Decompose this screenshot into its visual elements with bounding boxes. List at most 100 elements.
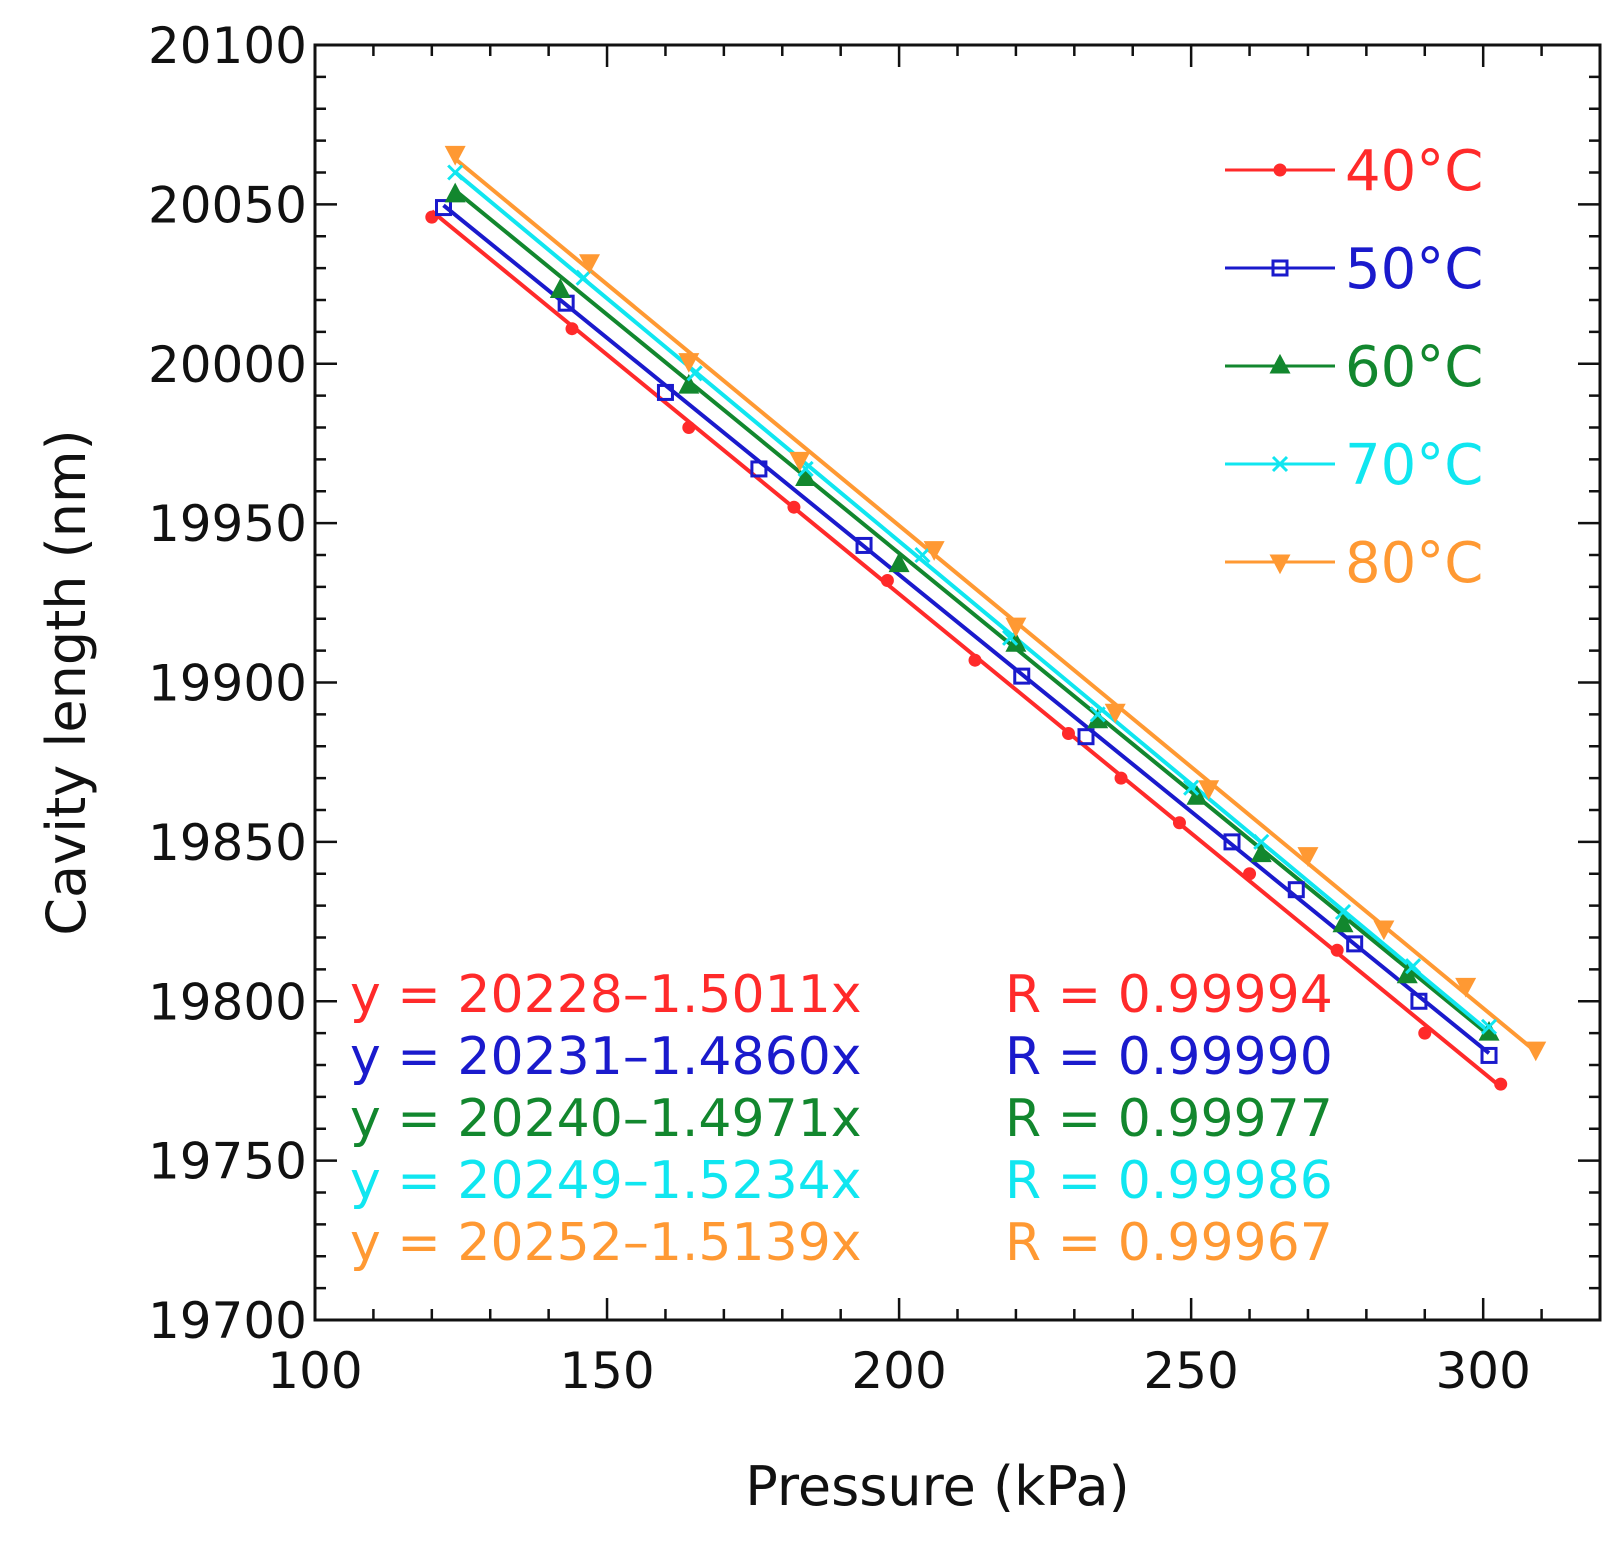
- y-tick-label: 20050: [148, 176, 307, 234]
- x-axis: 100 150 200 250 300: [267, 45, 1602, 1400]
- legend-label: 50°C: [1345, 237, 1483, 302]
- data-point-series-4: [914, 546, 931, 564]
- data-point-series-2: [1013, 667, 1031, 685]
- data-point-series-1: [787, 500, 801, 514]
- data-point-series-5: [444, 145, 466, 166]
- fit-equation: y = 20228–1.5011x: [350, 965, 862, 1025]
- y-tick-label: 20100: [148, 17, 307, 75]
- fit-equations: y = 20228–1.5011x R = 0.99994 y = 20231–1.…: [350, 965, 1333, 1273]
- data-markers: [425, 145, 1547, 1091]
- legend: 40°C 50°C 60°C 70°C 80°C: [1225, 139, 1483, 596]
- data-point-series-1: [1172, 816, 1186, 830]
- x-tick-label: 150: [559, 1342, 654, 1400]
- fit-line-2: [442, 203, 1491, 1055]
- legend-marker: [1269, 554, 1291, 575]
- y-axis-title: Cavity length (nm): [35, 429, 98, 935]
- data-point-series-3: [678, 373, 700, 394]
- data-point-series-4: [1334, 903, 1352, 921]
- data-point-series-5: [789, 451, 811, 472]
- y-axis: 19700 19750 19800 19850 19900 19950 20000 20050…: [148, 17, 1600, 1350]
- data-point-series-2: [1410, 992, 1428, 1010]
- data-point-series-1: [1418, 1026, 1432, 1040]
- data-point-series-2: [1346, 935, 1364, 953]
- legend-label: 60°C: [1345, 335, 1483, 400]
- legend-label: 80°C: [1345, 531, 1483, 596]
- data-point-series-2: [656, 383, 674, 401]
- legend-marker: [1269, 353, 1291, 374]
- fit-r-value: R = 0.99990: [1005, 1027, 1333, 1087]
- fit-r-value: R = 0.99977: [1005, 1089, 1333, 1149]
- data-point-series-5: [1455, 977, 1477, 998]
- y-tick-label: 19700: [148, 1292, 307, 1350]
- fit-line-5: [453, 157, 1538, 1054]
- x-axis-title: Pressure (kPa): [745, 1455, 1129, 1518]
- legend-marker: [1271, 259, 1289, 277]
- fit-lines: [430, 157, 1538, 1089]
- fit-r-value: R = 0.99967: [1005, 1213, 1333, 1273]
- data-point-series-1: [1243, 867, 1257, 881]
- data-point-series-4: [1089, 706, 1106, 723]
- data-point-series-4: [1183, 779, 1200, 796]
- data-point-series-2: [1223, 833, 1241, 851]
- fit-line-4: [453, 170, 1491, 1034]
- data-point-series-3: [888, 552, 910, 573]
- data-point-series-3: [795, 466, 817, 486]
- data-point-series-5: [579, 254, 601, 274]
- fit-line-3: [453, 188, 1491, 1037]
- fit-equation: y = 20240–1.4971x: [350, 1089, 862, 1149]
- data-point-series-4: [1480, 1018, 1498, 1035]
- data-point-series-1: [880, 574, 894, 587]
- data-point-series-5: [1373, 920, 1395, 941]
- fit-equation: y = 20252–1.5139x: [350, 1213, 862, 1273]
- data-point-series-3: [1186, 785, 1208, 805]
- legend-marker: [1273, 163, 1287, 177]
- data-point-series-5: [1198, 780, 1220, 800]
- data-point-series-5: [923, 541, 945, 561]
- data-point-series-1: [1330, 943, 1344, 957]
- data-point-series-3: [1250, 842, 1272, 863]
- data-point-series-4: [575, 269, 592, 286]
- data-point-series-1: [565, 322, 579, 336]
- data-point-series-5: [678, 353, 700, 373]
- data-point-series-5: [1005, 617, 1027, 638]
- data-point-series-1: [1114, 771, 1128, 785]
- y-tick-label: 19850: [148, 814, 307, 872]
- x-tick-label: 250: [1143, 1342, 1238, 1400]
- data-point-series-2: [1077, 728, 1095, 746]
- data-point-series-3: [1396, 963, 1418, 984]
- y-tick-label: 19800: [148, 973, 307, 1031]
- data-point-series-4: [447, 164, 464, 181]
- data-point-series-1: [425, 210, 439, 224]
- fit-equation: y = 20249–1.5234x: [350, 1151, 862, 1211]
- fit-r-value: R = 0.99994: [1005, 965, 1333, 1025]
- data-point-series-2: [1287, 881, 1305, 899]
- data-point-series-1: [968, 653, 982, 667]
- data-point-series-2: [435, 199, 452, 217]
- fit-equation: y = 20231–1.4860x: [350, 1027, 862, 1087]
- data-point-series-4: [1405, 958, 1422, 975]
- y-tick-label: 19950: [148, 495, 307, 553]
- y-tick-label: 19750: [148, 1133, 307, 1191]
- y-tick-label: 19900: [148, 655, 307, 713]
- x-tick-label: 300: [1435, 1342, 1530, 1400]
- data-point-series-1: [1494, 1077, 1508, 1091]
- fit-line-1: [430, 209, 1502, 1089]
- y-tick-label: 20000: [148, 336, 307, 394]
- data-point-series-3: [1332, 912, 1354, 933]
- data-point-series-1: [682, 421, 696, 434]
- legend-label: 40°C: [1345, 139, 1483, 204]
- fit-r-value: R = 0.99986: [1005, 1151, 1333, 1211]
- data-point-series-2: [750, 460, 768, 478]
- data-point-series-4: [1253, 833, 1270, 850]
- data-point-series-3: [444, 182, 466, 203]
- legend-label: 70°C: [1345, 433, 1483, 498]
- x-tick-label: 200: [851, 1342, 946, 1400]
- legend-marker: [1271, 455, 1289, 473]
- x-tick-label: 100: [267, 1342, 362, 1400]
- data-point-series-3: [549, 278, 571, 298]
- data-point-series-5: [1297, 847, 1319, 867]
- data-point-series-5: [1525, 1041, 1547, 1062]
- data-point-series-1: [1061, 727, 1075, 740]
- data-point-series-2: [855, 536, 873, 554]
